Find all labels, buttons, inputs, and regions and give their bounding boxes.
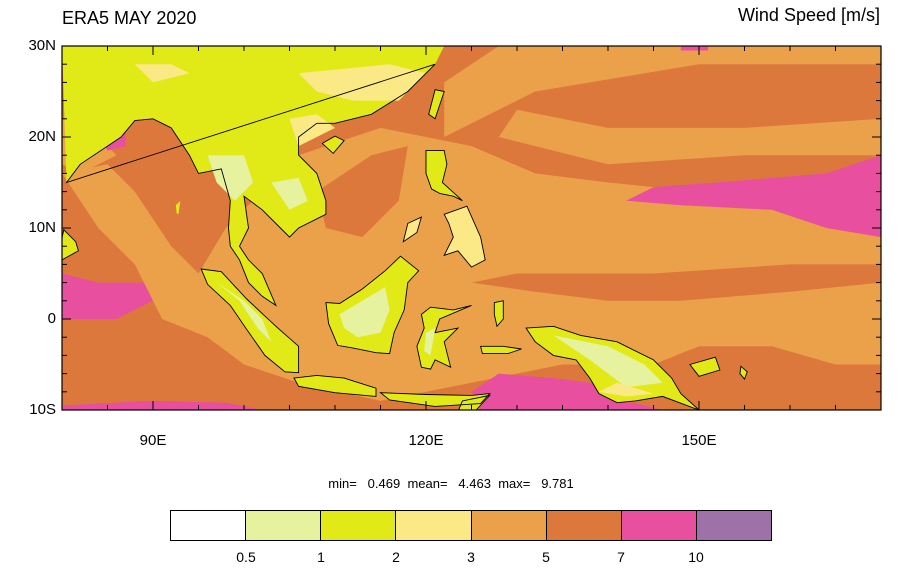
mean-value: 4.463 <box>458 476 491 491</box>
coastline-12 <box>493 300 504 328</box>
min-value: 0.469 <box>367 476 401 491</box>
coastline-11 <box>525 325 700 410</box>
max-value: 9.781 <box>541 476 574 491</box>
speed-band-3-5-northeast <box>444 46 881 137</box>
colorbar-swatch <box>621 511 697 540</box>
land-new-guinea-light <box>553 335 663 388</box>
colorbar-level-label: 10 <box>688 549 704 565</box>
speed-band-5-7-pacific-equatorial <box>471 264 881 301</box>
land-taiwan <box>428 89 445 119</box>
speed-band-3-5-north <box>498 109 881 165</box>
colorbar-level-label: 7 <box>617 549 625 565</box>
lat-label: 10S <box>29 401 56 418</box>
map-area: 30N 20N 10N 0 10S 90E 120E 150E <box>28 37 882 449</box>
colorbar-level-label: 3 <box>467 549 475 565</box>
land-java <box>294 375 376 397</box>
land-tibet-foothills <box>62 46 226 110</box>
coastline-8 <box>402 216 423 243</box>
land-sumatra <box>201 269 299 373</box>
stats-line: min= 0.469 mean= 4.463 max= 9.781 <box>0 476 902 491</box>
colorbar-swatch <box>471 511 547 540</box>
land-seram-buru <box>480 346 522 354</box>
coastline-13 <box>480 345 522 355</box>
coastline-10 <box>321 135 345 155</box>
land-sri-lanka <box>62 229 79 260</box>
coastline-6 <box>425 150 463 202</box>
wind-speed-map <box>61 45 882 411</box>
map-title: ERA5 MAY 2020 <box>62 8 197 28</box>
lon-label: 150E <box>681 432 717 449</box>
land-light-1-2-cambodia <box>271 177 308 210</box>
coastline-15 <box>689 356 721 377</box>
lat-label: 20N <box>28 128 56 145</box>
land-sulawesi-light <box>424 328 436 356</box>
lon-label: 120E <box>408 432 444 449</box>
speed-band-7-10-pacific-jet <box>626 155 881 238</box>
colorbar-swatch <box>546 511 622 540</box>
land-luzon <box>426 150 463 201</box>
mean-label: mean= <box>407 476 448 491</box>
land-new-guinea-south-3 <box>598 382 654 397</box>
land-gulf-tonkin-3 <box>289 114 335 147</box>
variable-title: Wind Speed [m/s] <box>737 5 880 25</box>
lat-label: 30N <box>28 37 56 54</box>
colorbar-swatch <box>246 511 322 540</box>
coastline-14 <box>458 394 491 410</box>
colorbar-level-label: 2 <box>392 549 400 565</box>
land-hills-3 <box>134 64 190 83</box>
colorbar-level-label: 5 <box>542 549 550 565</box>
lat-label: 10N <box>28 219 56 236</box>
colorbar-swatch <box>171 511 247 540</box>
min-label: min= <box>328 476 357 491</box>
land-palawan <box>403 217 422 242</box>
lon-label: 90E <box>139 432 167 449</box>
colorbar-swatch <box>396 511 472 540</box>
coastline-4 <box>325 255 420 355</box>
colorbar-swatch <box>321 511 397 540</box>
land-timor <box>458 395 490 410</box>
coastline-0 <box>65 63 436 307</box>
land-andaman <box>175 200 181 215</box>
coastline-1 <box>200 268 300 374</box>
coastline-9 <box>428 89 445 120</box>
coastline-2 <box>293 374 377 397</box>
speed-band-7-10-arabian <box>62 273 153 319</box>
speed-band-7-10-top <box>680 46 709 51</box>
land-new-britain <box>689 357 720 377</box>
colorbar-level-label: 0.5 <box>236 549 256 565</box>
land-light-1-2-burma <box>207 155 254 201</box>
land-asia <box>62 46 445 306</box>
land-borneo-light <box>339 287 390 338</box>
colorbar <box>170 510 772 541</box>
coastline-7 <box>443 205 486 268</box>
colorbar-level-label: 1 <box>317 549 325 565</box>
coastline-3 <box>379 392 491 407</box>
land-south-china-3 <box>298 64 426 101</box>
speed-band-5-7-south-china-sea <box>316 146 408 238</box>
coastline-17 <box>62 228 79 261</box>
speed-band-7-10-south <box>62 400 263 410</box>
land-sumatra-light <box>216 282 272 342</box>
land-halmahera <box>494 300 504 327</box>
map-fill-layer <box>62 46 881 410</box>
lat-label: 0 <box>47 310 56 327</box>
coastline-5 <box>416 304 472 370</box>
colorbar-swatch <box>696 511 771 540</box>
coastline-16 <box>739 365 748 380</box>
max-label: max= <box>498 476 531 491</box>
